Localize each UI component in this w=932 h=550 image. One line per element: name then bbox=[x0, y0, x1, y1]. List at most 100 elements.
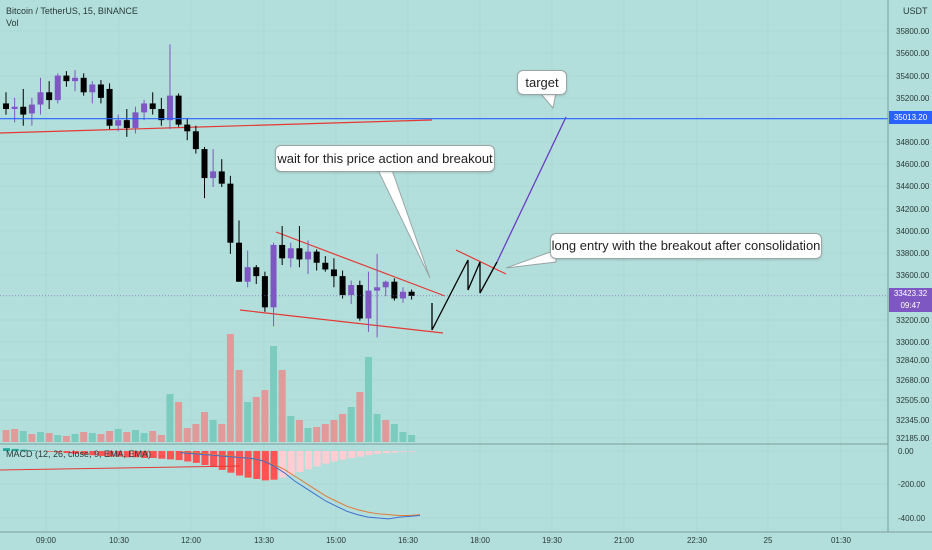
volume-bar bbox=[114, 429, 122, 442]
candle-body bbox=[244, 267, 251, 282]
time-tick-label: 10:30 bbox=[109, 536, 130, 545]
macd-hist-bar bbox=[348, 451, 356, 458]
time-tick-label: 01:30 bbox=[831, 536, 852, 545]
macd-hist-bar bbox=[253, 451, 261, 479]
current-price-tag: 33423.32 09:47 bbox=[889, 288, 932, 312]
macd-hist-bar bbox=[63, 451, 71, 454]
volume-bar bbox=[37, 432, 45, 442]
macd-hist-bar bbox=[72, 451, 80, 454]
macd-hist-bar bbox=[374, 451, 382, 454]
symbol-title: Bitcoin / TetherUS, 15, BINANCE bbox=[6, 6, 138, 16]
macd-hist-bar bbox=[166, 451, 174, 460]
volume-bar bbox=[2, 430, 10, 442]
macd-hist-bar bbox=[89, 451, 97, 456]
candle-body bbox=[382, 281, 389, 288]
macd-hist-bar bbox=[28, 450, 36, 451]
candle-body bbox=[391, 281, 398, 299]
macd-hist-bar bbox=[391, 451, 399, 453]
current-price-value: 33423.32 bbox=[893, 289, 928, 298]
volume-bar bbox=[192, 424, 200, 442]
volume-bar bbox=[45, 433, 53, 442]
entry-callout-text: long entry with the breakout after conso… bbox=[551, 238, 821, 253]
volume-bar bbox=[149, 431, 157, 442]
price-tick-label: 35800.00 bbox=[896, 27, 930, 36]
candle-body bbox=[123, 120, 130, 128]
volume-bar bbox=[11, 429, 19, 442]
candle-body bbox=[28, 104, 35, 114]
time-tick-label: 16:30 bbox=[398, 536, 419, 545]
volume-bar bbox=[226, 334, 234, 442]
price-tick-label: 34600.00 bbox=[896, 160, 930, 169]
candle-body bbox=[227, 183, 234, 243]
macd-hist-bar bbox=[20, 449, 28, 451]
macd-hist-bar bbox=[356, 451, 364, 457]
volume-bar bbox=[123, 432, 131, 442]
upper-trendline[interactable] bbox=[0, 119, 433, 134]
candle-body bbox=[11, 106, 18, 109]
macd-hist-bar bbox=[201, 451, 209, 465]
volume-bar bbox=[71, 434, 79, 442]
candle-body bbox=[374, 287, 381, 291]
horizontal-level[interactable] bbox=[0, 118, 888, 297]
candle-body bbox=[20, 106, 27, 115]
candle-body bbox=[339, 276, 346, 296]
candle-body bbox=[158, 109, 165, 121]
candle-body bbox=[89, 84, 96, 93]
time-tick-label: 25 bbox=[764, 536, 773, 545]
volume-bar bbox=[278, 370, 286, 442]
macd-hist-bar bbox=[408, 451, 416, 452]
volume-bar bbox=[399, 432, 407, 442]
price-tick-label: 32185.00 bbox=[896, 434, 930, 443]
macd-line bbox=[179, 452, 421, 520]
candle-body bbox=[63, 75, 70, 82]
candle-body bbox=[399, 291, 406, 299]
time-tick-label: 21:00 bbox=[614, 536, 635, 545]
macd-hist-bar bbox=[97, 451, 105, 456]
macd-hist-bar bbox=[132, 451, 140, 458]
volume-bar bbox=[28, 434, 36, 442]
candle-body bbox=[132, 112, 139, 128]
macd-hist-bar bbox=[279, 451, 287, 478]
macd-tick-label: -400.00 bbox=[898, 514, 926, 523]
triangle-upper-line[interactable] bbox=[275, 231, 446, 297]
time-tick-label: 13:30 bbox=[254, 536, 275, 545]
price-tick-label: 32345.00 bbox=[896, 416, 930, 425]
volume-bar bbox=[364, 357, 372, 442]
macd-hist-bar bbox=[149, 451, 157, 458]
volume-bar bbox=[321, 424, 329, 442]
macd-histogram bbox=[3, 448, 416, 481]
projected-target-path[interactable] bbox=[496, 116, 567, 263]
macd-hist-bar bbox=[236, 451, 244, 476]
macd-hist-bar bbox=[3, 448, 10, 451]
wait-callout[interactable]: wait for this price action and breakout bbox=[275, 145, 495, 172]
macd-hist-bar bbox=[210, 451, 218, 468]
grid bbox=[0, 0, 888, 532]
candle-body bbox=[201, 149, 208, 179]
macd-hist-bar bbox=[322, 451, 330, 464]
candle-body bbox=[365, 290, 372, 319]
projected-path[interactable] bbox=[431, 259, 498, 331]
time-tick-label: 12:00 bbox=[181, 536, 202, 545]
entry-callout[interactable]: long entry with the breakout after conso… bbox=[550, 233, 822, 259]
candle-body bbox=[305, 251, 312, 260]
target-callout[interactable]: target bbox=[517, 70, 567, 95]
volume-bar bbox=[175, 402, 183, 442]
candle-body bbox=[270, 244, 277, 308]
consolidation-line[interactable] bbox=[455, 249, 507, 275]
volume-bar bbox=[339, 414, 347, 442]
candle-body bbox=[236, 242, 243, 282]
candle-body bbox=[330, 269, 337, 277]
candle-body bbox=[166, 95, 173, 121]
candle-body bbox=[106, 88, 113, 126]
macd-hist-bar bbox=[261, 451, 269, 481]
candle-body bbox=[97, 84, 104, 98]
candle-body bbox=[356, 285, 363, 319]
price-tick-label: 33000.00 bbox=[896, 338, 930, 347]
candle-body bbox=[149, 103, 156, 109]
macd-hist-bar bbox=[382, 451, 390, 454]
macd-trendline[interactable] bbox=[0, 465, 241, 471]
candle-body bbox=[175, 95, 182, 125]
candle-body bbox=[54, 75, 61, 101]
macd-hist-bar bbox=[399, 451, 407, 452]
